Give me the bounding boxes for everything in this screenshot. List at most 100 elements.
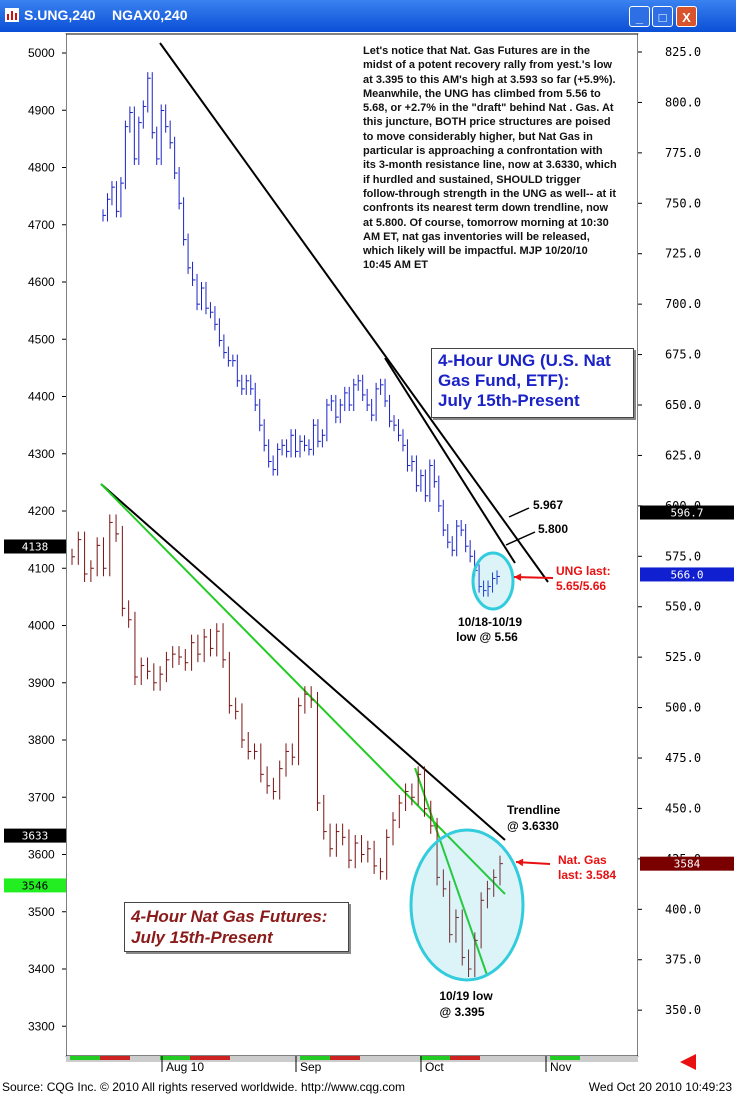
time-axis-stripe xyxy=(420,1056,450,1060)
footer-source: Source: CQG Inc. © 2010 All rights reser… xyxy=(2,1080,406,1094)
right-tick-label: 775.0 xyxy=(665,146,701,160)
right-tick-label: 825.0 xyxy=(665,45,701,59)
footer-timestamp: Wed Oct 20 2010 10:49:23 xyxy=(588,1080,732,1094)
scroll-right-icon xyxy=(680,1054,696,1070)
trendline xyxy=(159,42,549,583)
trendline xyxy=(384,357,516,564)
ung-series-label-box: 4-Hour UNG (U.S. Nat Gas Fund, ETF): Jul… xyxy=(431,348,634,418)
footer-bar: Source: CQG Inc. © 2010 All rights reser… xyxy=(0,1078,736,1096)
window-title-ung: S.UNG,240 xyxy=(24,7,96,23)
label-ng-low-1: 10/19 low xyxy=(439,989,493,1003)
ng-last-arrow-head xyxy=(516,858,524,867)
time-axis-stripe xyxy=(160,1056,190,1060)
right-tick-label: 650.0 xyxy=(665,398,701,412)
tag-left-3546-text: 3546 xyxy=(22,879,49,892)
pointer-5800 xyxy=(505,531,536,546)
left-tick-label: 4200 xyxy=(28,504,55,518)
right-tick-label: 625.0 xyxy=(665,448,701,462)
label-ng-last-1: Nat. Gas xyxy=(558,853,607,867)
ng-series-label-box: 4-Hour Nat Gas Futures: July 15th-Presen… xyxy=(124,902,349,952)
ung-last-arrow-head xyxy=(514,573,522,582)
tag-right-3584-text: 3584 xyxy=(674,858,701,871)
right-tick-label: 750.0 xyxy=(665,196,701,210)
time-axis-stripe xyxy=(190,1056,230,1060)
left-tick-label: 3500 xyxy=(28,905,55,919)
minimize-button[interactable]: _ xyxy=(629,6,650,27)
time-axis-stripe xyxy=(300,1056,330,1060)
label-ung-low-1: 10/18-10/19 xyxy=(458,615,522,629)
cqg-app-icon xyxy=(5,8,19,22)
right-tick-label: 800.0 xyxy=(665,95,701,109)
tag-right-566 xyxy=(640,567,734,582)
left-tick-label: 3800 xyxy=(28,733,55,747)
right-tick-label: 575.0 xyxy=(665,549,701,563)
x-tick-label: Sep xyxy=(300,1060,322,1074)
right-tick-label: 675.0 xyxy=(665,348,701,362)
pointer-5967 xyxy=(508,507,530,518)
left-tick-label: 4600 xyxy=(28,275,55,289)
window-title-ng: NGAX0,240 xyxy=(112,7,188,23)
x-tick-label: Oct xyxy=(425,1060,444,1074)
left-tick-label: 3700 xyxy=(28,790,55,804)
left-tick-label: 3300 xyxy=(28,1019,55,1033)
right-tick-label: 525.0 xyxy=(665,650,701,664)
x-tick-label: Aug 10 xyxy=(166,1060,204,1074)
chart-commentary: Let's notice that Nat. Gas Futures are i… xyxy=(363,45,617,272)
left-tick-label: 4800 xyxy=(28,161,55,175)
left-tick-label: 4000 xyxy=(28,619,55,633)
time-axis-stripe xyxy=(330,1056,360,1060)
ung-low-highlight xyxy=(471,551,515,611)
left-tick-label: 4500 xyxy=(28,332,55,346)
ung-label-line-1: 4-Hour UNG (U.S. Nat xyxy=(438,351,611,370)
label-ung-last-1: UNG last: xyxy=(556,564,611,578)
ung-label-line-3: July 15th-Present xyxy=(438,391,580,410)
label-ung-last-2: 5.65/5.66 xyxy=(556,579,606,593)
ng-label-line-2: July 15th-Present xyxy=(131,928,273,947)
time-axis-stripe xyxy=(450,1056,480,1060)
tag-left-3633 xyxy=(4,828,66,843)
x-tick-label: Nov xyxy=(550,1060,571,1074)
time-axis-stripe xyxy=(550,1056,580,1060)
time-axis-stripe xyxy=(100,1056,130,1060)
title-bar: S.UNG,240 NGAX0,240 _ □ X xyxy=(0,0,736,32)
label-trendline-2: @ 3.6330 xyxy=(507,819,559,833)
tag-right-566-text: 566.0 xyxy=(670,568,703,581)
left-tick-label: 3400 xyxy=(28,962,55,976)
right-tick-label: 450.0 xyxy=(665,801,701,815)
maximize-button[interactable]: □ xyxy=(652,6,673,27)
trendline xyxy=(100,483,506,841)
label-trendline-1: Trendline xyxy=(507,803,561,817)
time-axis-stripe xyxy=(70,1056,100,1060)
label-5800: 5.800 xyxy=(538,522,568,536)
left-tick-label: 4300 xyxy=(28,447,55,461)
right-tick-label: 550.0 xyxy=(665,600,701,614)
left-tick-label: 4100 xyxy=(28,561,55,575)
right-tick-label: 350.0 xyxy=(665,1003,701,1017)
right-tick-label: 400.0 xyxy=(665,902,701,916)
right-tick-label: 725.0 xyxy=(665,247,701,261)
tag-left-3546 xyxy=(4,878,66,893)
tag-right-5967 xyxy=(640,505,734,520)
left-tick-label: 4700 xyxy=(28,218,55,232)
right-tick-label: 700.0 xyxy=(665,297,701,311)
left-tick-label: 3600 xyxy=(28,848,55,862)
ng-label-line-1: 4-Hour Nat Gas Futures: xyxy=(131,907,328,926)
right-tick-label: 475.0 xyxy=(665,751,701,765)
right-tick-label: 500.0 xyxy=(665,701,701,715)
label-ung-low-2: low @ 5.56 xyxy=(456,630,518,644)
left-tick-label: 3900 xyxy=(28,676,55,690)
close-button[interactable]: X xyxy=(676,6,697,27)
left-tick-label: 4400 xyxy=(28,390,55,404)
right-axis-area xyxy=(638,34,736,1056)
left-tick-label: 4900 xyxy=(28,103,55,117)
time-axis-stripe xyxy=(130,1056,160,1060)
tag-left-3633-text: 3633 xyxy=(22,830,49,843)
trendline xyxy=(100,483,506,895)
right-tick-label: 375.0 xyxy=(665,953,701,967)
tag-left-4138-text: 4138 xyxy=(22,540,49,553)
tag-right-5967-text: 596.7 xyxy=(670,507,703,520)
ung-label-line-2: Gas Fund, ETF): xyxy=(438,371,570,390)
ng-low-highlight xyxy=(409,828,525,982)
left-tick-label: 5000 xyxy=(28,46,55,60)
